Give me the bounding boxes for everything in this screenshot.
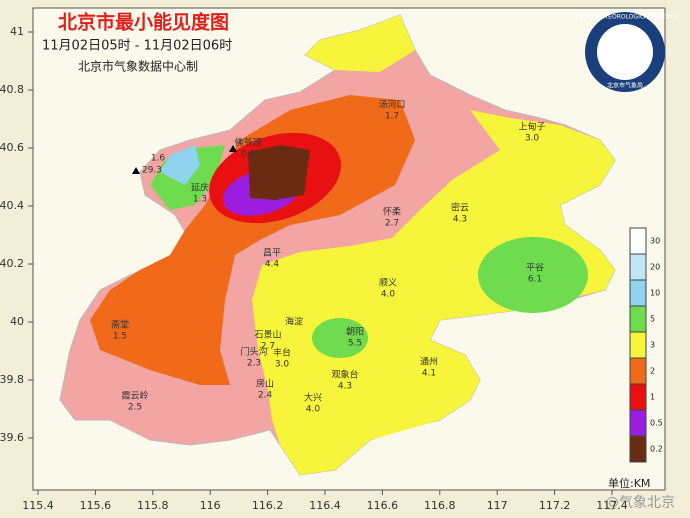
station-value: 3.0 bbox=[525, 134, 540, 144]
station-name: 延庆 bbox=[191, 182, 209, 194]
station-value: 4.0 bbox=[381, 290, 396, 300]
region-green bbox=[478, 237, 588, 313]
station-name: 大兴 bbox=[304, 392, 322, 404]
x-tick-label: 115.8 bbox=[137, 499, 169, 512]
legend-label: 20 bbox=[650, 263, 660, 272]
y-tick-label: 40.2 bbox=[0, 257, 24, 270]
logo-ring: BEIJING METEOROLOGICAL SERVICE bbox=[571, 14, 679, 21]
legend-label: 0.5 bbox=[650, 419, 663, 428]
station-name: 昌平 bbox=[263, 248, 281, 259]
station-name: 通州 bbox=[420, 357, 438, 368]
station-value: 5.5 bbox=[348, 339, 362, 349]
legend-swatch bbox=[629, 383, 647, 411]
x-tick-label: 117.2 bbox=[539, 499, 571, 512]
legend-label: 1 bbox=[650, 393, 655, 402]
station-value: 1.5 bbox=[113, 332, 127, 342]
station-value: 1.3 bbox=[193, 195, 207, 205]
station-name: 佛爷顶 bbox=[234, 137, 261, 149]
legend: 30 20 10 5 3 2 1 0.5 0.2 bbox=[629, 227, 663, 463]
station-value: 2.7 bbox=[261, 342, 275, 352]
watermark: @气象北京 bbox=[605, 495, 675, 511]
station-value: 2.7 bbox=[385, 219, 399, 229]
legend-unit: 单位:KM bbox=[608, 476, 650, 490]
x-tick-label: 115.4 bbox=[22, 499, 54, 512]
logo-name: 北京市气象局 bbox=[607, 82, 643, 90]
legend-label: 30 bbox=[650, 237, 660, 246]
station-value: 2.4 bbox=[258, 391, 273, 401]
station-name: 密云 bbox=[451, 202, 469, 214]
station-value: 4.4 bbox=[265, 260, 280, 270]
station-value: 4.0 bbox=[306, 405, 321, 415]
y-tick-label: 39.6 bbox=[0, 431, 24, 444]
x-tick-label: 117 bbox=[487, 499, 508, 512]
logo-inner bbox=[597, 24, 653, 80]
legend-swatch bbox=[629, 331, 647, 359]
station-name: 斋堂 bbox=[111, 319, 129, 331]
station-value: 4.3 bbox=[338, 382, 352, 392]
legend-label: 0.2 bbox=[650, 445, 663, 454]
legend-label: 3 bbox=[650, 341, 655, 350]
legend-label: 5 bbox=[650, 315, 655, 324]
legend-swatch bbox=[629, 227, 647, 255]
period: 11月02日05时 - 11月02日06时 bbox=[42, 39, 232, 54]
y-tick-label: 40.8 bbox=[0, 83, 24, 96]
station-value: 4.3 bbox=[453, 215, 467, 225]
x-tick-label: 116 bbox=[200, 499, 221, 512]
y-tick-label: 41 bbox=[10, 25, 24, 38]
region-brown bbox=[248, 145, 310, 200]
legend-swatch bbox=[629, 357, 647, 385]
station-value: 6.1 bbox=[528, 275, 542, 285]
station-name: 怀柔 bbox=[383, 206, 401, 218]
legend-swatch bbox=[629, 253, 647, 281]
x-tick-label: 116.2 bbox=[252, 499, 284, 512]
station-value: 2.5 bbox=[128, 403, 142, 413]
station-value: 2.3 bbox=[247, 359, 261, 369]
station-name: 海淀 bbox=[285, 316, 303, 328]
station-value: 4.1 bbox=[422, 369, 436, 379]
station-name: 上甸子 bbox=[518, 121, 545, 133]
station-name: 丰台 bbox=[273, 347, 291, 359]
station-name: 观象台 bbox=[331, 369, 358, 381]
station-name: 平谷 bbox=[526, 263, 544, 274]
region-blue bbox=[160, 145, 200, 185]
station-name: 朝阳 bbox=[346, 327, 364, 338]
legend-label: 2 bbox=[650, 367, 655, 376]
x-tick-label: 116.4 bbox=[309, 499, 341, 512]
region-yellow bbox=[252, 110, 615, 475]
y-tick-label: 40.4 bbox=[0, 199, 24, 212]
station-marker bbox=[132, 167, 140, 174]
station-value: 3.0 bbox=[275, 360, 290, 370]
source: 北京市气象数据中心制 bbox=[78, 59, 198, 74]
y-tick-label: 40.6 bbox=[0, 141, 24, 154]
station-value: 1.6 bbox=[151, 154, 166, 164]
title: 北京市最小能见度图 bbox=[58, 11, 229, 34]
legend-label: 10 bbox=[650, 289, 660, 298]
y-tick-label: 39.8 bbox=[0, 373, 24, 386]
station-name: 房山 bbox=[256, 378, 274, 390]
station-name: 汤河口 bbox=[378, 99, 405, 111]
legend-swatch bbox=[629, 409, 647, 437]
x-tick-label: 115.6 bbox=[80, 499, 112, 512]
x-tick-label: 116.6 bbox=[367, 499, 399, 512]
legend-swatch bbox=[629, 435, 647, 463]
station-name: 门头沟 bbox=[240, 346, 267, 358]
x-tick-label: 117.4 bbox=[596, 499, 628, 512]
region-yellow bbox=[305, 15, 415, 72]
region-green bbox=[312, 318, 368, 358]
logo: BEIJING METEOROLOGICAL SERVICE 北京市气象局 bbox=[571, 12, 679, 92]
legend-swatch bbox=[629, 305, 647, 333]
station-marker bbox=[229, 145, 237, 152]
x-tick-label: 116.8 bbox=[424, 499, 456, 512]
station-name: 顺义 bbox=[379, 278, 397, 289]
station-name: 霞云岭 bbox=[121, 390, 148, 402]
station-name: 石景山 bbox=[254, 330, 281, 341]
station-value: 1.7 bbox=[385, 112, 399, 122]
y-tick-label: 40 bbox=[10, 315, 24, 328]
station-value: 29.3 bbox=[142, 166, 162, 176]
station-value: 0.0 bbox=[241, 150, 256, 160]
legend-swatch bbox=[629, 279, 647, 307]
